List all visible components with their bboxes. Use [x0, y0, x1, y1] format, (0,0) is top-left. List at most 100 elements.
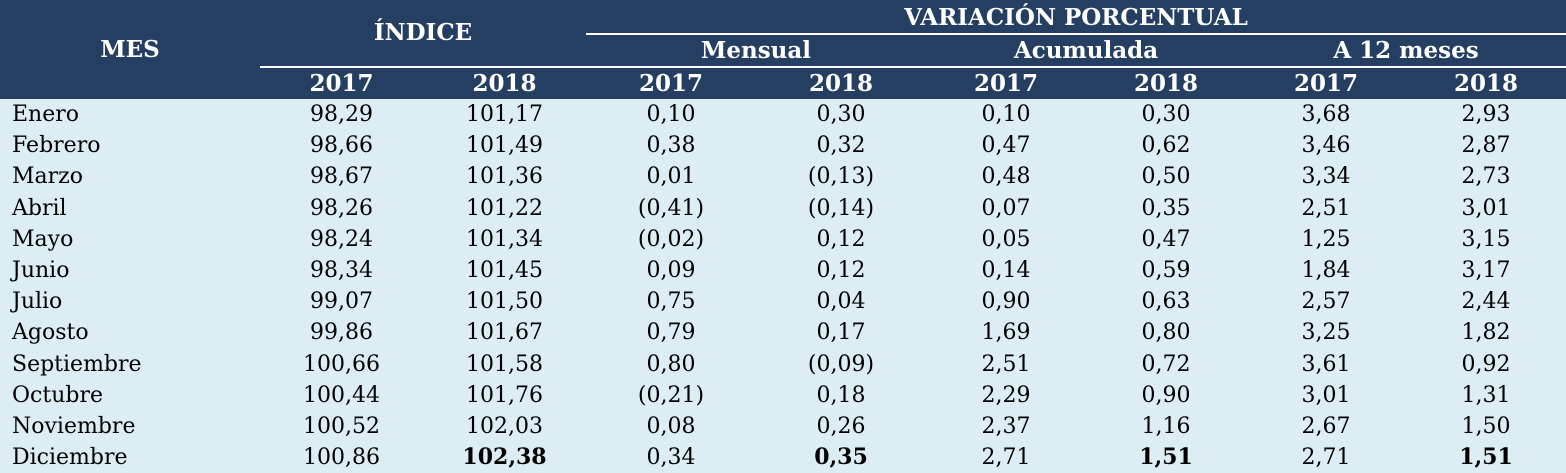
- value-cell: 2,71: [981, 445, 1031, 471]
- table-row: Marzo 98,67 101,36 0,01 (0,13) 0,48 0,50 3,34 2,…: [0, 161, 1566, 192]
- month-cell: Junio: [12, 258, 70, 284]
- value-cell: 0,34: [646, 445, 696, 471]
- value-cell: 0,35: [814, 444, 868, 471]
- value-cell: 101,76: [466, 382, 543, 408]
- table-row: Mayo 98,24 101,34 (0,02) 0,12 0,05 0,47 1,25 3,1…: [0, 224, 1566, 255]
- value-cell: 0,48: [981, 164, 1031, 190]
- value-cell: 2,93: [1461, 102, 1511, 128]
- value-cell: 98,34: [310, 258, 373, 284]
- value-cell: 0,47: [1141, 226, 1191, 252]
- table-row: Abril 98,26 101,22 (0,41) (0,14) 0,07 0,35 2,51…: [0, 193, 1566, 224]
- value-cell: 100,86: [303, 445, 380, 471]
- value-cell: 102,38: [462, 444, 547, 471]
- header-year: 2017: [638, 70, 703, 97]
- month-cell: Julio: [12, 289, 63, 315]
- value-cell: 0,80: [1141, 320, 1191, 346]
- value-cell: 100,44: [303, 382, 380, 408]
- value-cell: 101,67: [466, 320, 543, 346]
- value-cell: 0,92: [1461, 351, 1511, 377]
- table-row: Febrero 98,66 101,49 0,38 0,32 0,47 0,62 3,46 2,…: [0, 130, 1566, 161]
- value-cell: (0,09): [807, 351, 875, 377]
- value-cell: 2,57: [1301, 289, 1351, 315]
- table-row: Julio 99,07 101,50 0,75 0,04 0,90 0,63 2,57 2,44: [0, 286, 1566, 317]
- value-cell: 0,90: [1141, 382, 1191, 408]
- value-cell: 2,51: [981, 351, 1031, 377]
- table-row: Octubre 100,44 101,76 (0,21) 0,18 2,29 0,90 3,0…: [0, 380, 1566, 411]
- month-cell: Marzo: [12, 164, 83, 190]
- header-variacion: VARIACIÓN PORCENTUAL: [904, 4, 1248, 31]
- header-indice: ÍNDICE: [373, 19, 473, 46]
- value-cell: 0,01: [646, 164, 696, 190]
- table-row: Diciembre 100,86 102,38 0,34 0,35 2,71 1,51 2,7…: [0, 442, 1566, 473]
- value-cell: 0,47: [981, 133, 1031, 159]
- value-cell: 0,80: [646, 351, 696, 377]
- value-cell: 98,29: [310, 102, 373, 128]
- header-year: 2018: [1133, 70, 1198, 97]
- value-cell: 0,38: [646, 133, 696, 159]
- value-cell: 100,66: [303, 351, 380, 377]
- value-cell: 0,08: [646, 413, 696, 439]
- value-cell: 2,87: [1461, 133, 1511, 159]
- value-cell: 3,01: [1461, 195, 1511, 221]
- value-cell: 2,44: [1461, 289, 1511, 315]
- header-year: 2017: [1293, 70, 1358, 97]
- table-row: Enero 98,29 101,17 0,10 0,30 0,10 0,30 3,68 2,93: [0, 99, 1566, 130]
- value-cell: 100,52: [303, 413, 380, 439]
- header-year: 2018: [1453, 70, 1518, 97]
- value-cell: 1,25: [1301, 226, 1351, 252]
- table-row: Septiembre 100,66 101,58 0,80 (0,09) 2,51 0,72…: [0, 349, 1566, 380]
- value-cell: 101,36: [466, 164, 543, 190]
- value-cell: 98,66: [310, 133, 373, 159]
- value-cell: 0,75: [646, 289, 696, 315]
- value-cell: 102,03: [466, 413, 543, 439]
- month-cell: Abril: [12, 195, 67, 221]
- value-cell: 3,15: [1461, 226, 1511, 252]
- month-cell: Agosto: [12, 320, 89, 346]
- value-cell: 0,35: [1141, 195, 1191, 221]
- value-cell: 1,69: [981, 320, 1031, 346]
- value-cell: 0,12: [816, 258, 866, 284]
- value-cell: 0,10: [981, 102, 1031, 128]
- value-cell: 2,51: [1301, 195, 1351, 221]
- value-cell: 2,37: [981, 413, 1031, 439]
- header-year: 2018: [472, 70, 537, 97]
- value-cell: 3,68: [1301, 102, 1351, 128]
- value-cell: 0,26: [816, 413, 866, 439]
- month-cell: Febrero: [12, 133, 101, 159]
- value-cell: 101,22: [466, 195, 543, 221]
- value-cell: 3,25: [1301, 320, 1351, 346]
- value-cell: 2,67: [1301, 413, 1351, 439]
- value-cell: 0,62: [1141, 133, 1191, 159]
- value-cell: 0,79: [646, 320, 696, 346]
- value-cell: 1,31: [1461, 382, 1511, 408]
- value-cell: 101,50: [466, 289, 543, 315]
- value-cell: 0,90: [981, 289, 1031, 315]
- table-header: MES ÍNDICE VARIACIÓN PORCENTUAL Mensual …: [0, 0, 1566, 99]
- month-cell: Octubre: [12, 382, 103, 408]
- value-cell: 0,50: [1141, 164, 1191, 190]
- header-year: 2018: [808, 70, 873, 97]
- value-cell: (0,21): [637, 382, 705, 408]
- header-year: 2017: [973, 70, 1038, 97]
- value-cell: 1,51: [1139, 444, 1193, 471]
- value-cell: 0,30: [1141, 102, 1191, 128]
- header-mensual: Mensual: [700, 37, 812, 64]
- value-cell: (0,02): [637, 226, 705, 252]
- value-cell: 98,26: [310, 195, 373, 221]
- value-cell: 0,72: [1141, 351, 1191, 377]
- value-cell: 101,45: [466, 258, 543, 284]
- value-cell: 0,05: [981, 226, 1031, 252]
- value-cell: 101,58: [466, 351, 543, 377]
- table-row: Junio 98,34 101,45 0,09 0,12 0,14 0,59 1,84 3,17: [0, 255, 1566, 286]
- header-a12: A 12 meses: [1333, 37, 1479, 64]
- value-cell: 99,07: [310, 289, 373, 315]
- value-cell: 3,34: [1301, 164, 1351, 190]
- value-cell: (0,41): [637, 195, 705, 221]
- value-cell: 99,86: [310, 320, 373, 346]
- month-cell: Mayo: [12, 226, 74, 252]
- value-cell: 1,50: [1461, 413, 1511, 439]
- value-cell: 101,49: [466, 133, 543, 159]
- table-row: Noviembre 100,52 102,03 0,08 0,26 2,37 1,16 2,6…: [0, 411, 1566, 442]
- value-cell: 3,01: [1301, 382, 1351, 408]
